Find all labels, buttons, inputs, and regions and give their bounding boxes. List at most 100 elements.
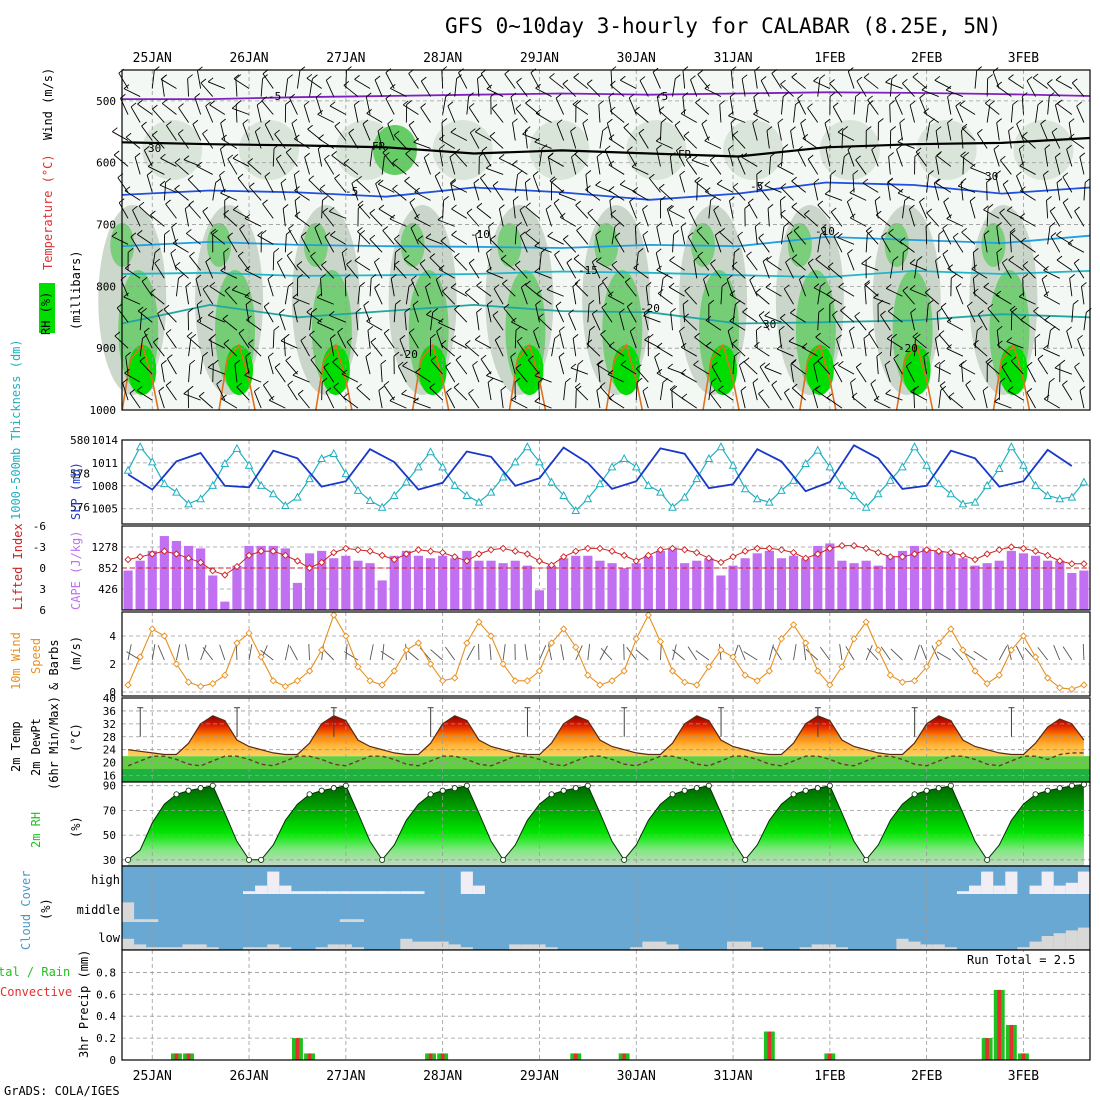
wind-barb (948, 396, 964, 409)
wind-barb-flag (464, 288, 471, 294)
wind-barb-flag (610, 209, 617, 215)
li-point (584, 544, 592, 553)
wind-barb-flag (960, 151, 966, 157)
wind-barb (486, 167, 504, 175)
precip-convective-bar (186, 1053, 191, 1060)
wind-barb-flag (746, 251, 752, 257)
wind-barb (595, 184, 613, 193)
wind-barb-flag (165, 380, 172, 386)
wind-barb (150, 292, 165, 305)
wind-barb (239, 228, 250, 245)
wind-barb-flag (562, 79, 569, 85)
wind-barb-flag (906, 361, 912, 367)
cape-bar (292, 582, 303, 610)
wind10m-barb (289, 645, 298, 661)
wind10m-point (281, 682, 289, 691)
wind-barb-flag (404, 176, 410, 182)
wind-barb-flag (468, 258, 475, 264)
contour-label: 30 (763, 318, 776, 331)
wind-barb-flag (1043, 170, 1049, 176)
rh2m-point (742, 856, 749, 863)
wind-barb (370, 341, 383, 357)
wind-barb-flag (795, 100, 801, 105)
rh2m-point (451, 785, 458, 792)
wind10m-point (668, 667, 677, 675)
wind10m-point (838, 663, 846, 671)
wind-barb (851, 396, 867, 409)
cloud-bar (279, 885, 292, 894)
li-point (741, 547, 749, 555)
wind-barb (512, 164, 528, 175)
rh2m-tick: 50 (103, 829, 116, 842)
wind-barb-flag (220, 188, 226, 194)
wind-barb (864, 286, 867, 305)
wind-barb-flag (782, 144, 789, 149)
wind-barb (910, 391, 927, 401)
wind-barb-flag (874, 196, 881, 201)
thickness-point (1031, 480, 1040, 489)
wind-barb (408, 124, 419, 141)
wind-barb-flag (359, 230, 366, 235)
wind-barb-flag (786, 231, 793, 236)
wind-barb (429, 387, 443, 401)
wind-barb (889, 260, 894, 279)
wind-barb-flag (534, 371, 541, 377)
wind-barb-flag (596, 360, 603, 365)
wind-barb (914, 338, 916, 357)
wind-barb-flag (601, 303, 608, 308)
wind10m-barbs (126, 643, 1085, 661)
wind-barb-flag (740, 386, 747, 391)
wind10m-point (233, 639, 241, 647)
wind-barb (287, 384, 298, 401)
wind-barb (570, 131, 577, 149)
wind-barb (938, 334, 952, 349)
wind-barb (551, 338, 556, 357)
wind-barb (177, 133, 189, 149)
wind-barb (871, 149, 879, 167)
wind-barb (389, 400, 407, 409)
wind-barb (697, 74, 710, 89)
wind-barb-flag (395, 247, 401, 253)
wind-barb-flag (1026, 76, 1033, 82)
wind10m-barb (127, 644, 132, 661)
wind-barb-flag (450, 178, 456, 184)
rh2m-point (923, 787, 930, 794)
wind-barb-flag (545, 204, 552, 210)
thickness-point (994, 464, 1004, 473)
wind-barb (187, 78, 189, 97)
wind-barb-flag (1081, 282, 1087, 287)
wind10m-point (354, 663, 362, 671)
wind-barb-flag (194, 93, 201, 98)
wind-barb (1066, 330, 1073, 349)
wind-barb-flag (924, 288, 931, 293)
wind-barb-flag (244, 265, 251, 271)
wind10m-barb (626, 646, 637, 661)
wind-barb-flag (331, 151, 337, 156)
cape-bar (304, 553, 315, 610)
wind-barb (261, 100, 274, 115)
wind-barb (481, 150, 492, 167)
wind-barb-flag (273, 247, 280, 253)
wind-barb (873, 297, 891, 305)
wind-barb (572, 286, 577, 305)
wind-barb (387, 123, 395, 141)
wind-barb-flag (977, 129, 983, 134)
wind-barb-flag (1021, 92, 1028, 97)
precip-bars (171, 989, 1029, 1060)
wind-barb (670, 312, 673, 331)
li-point (281, 551, 289, 560)
wind-barb-flag (767, 204, 774, 209)
wind-barb-flag (573, 254, 580, 260)
wind-barb-flag (237, 251, 244, 257)
wind-barb (174, 188, 189, 201)
wind-barb (568, 313, 577, 331)
wind-barb (308, 179, 322, 193)
wind-barb (762, 261, 770, 279)
wind-barb-flag (187, 74, 193, 79)
thickness-point (644, 480, 653, 489)
rh-blob (321, 345, 350, 395)
wind-barb-flag (673, 230, 679, 235)
wind-barb (959, 104, 976, 115)
wind-barb (297, 70, 301, 89)
wind-barb-flag (764, 181, 771, 186)
